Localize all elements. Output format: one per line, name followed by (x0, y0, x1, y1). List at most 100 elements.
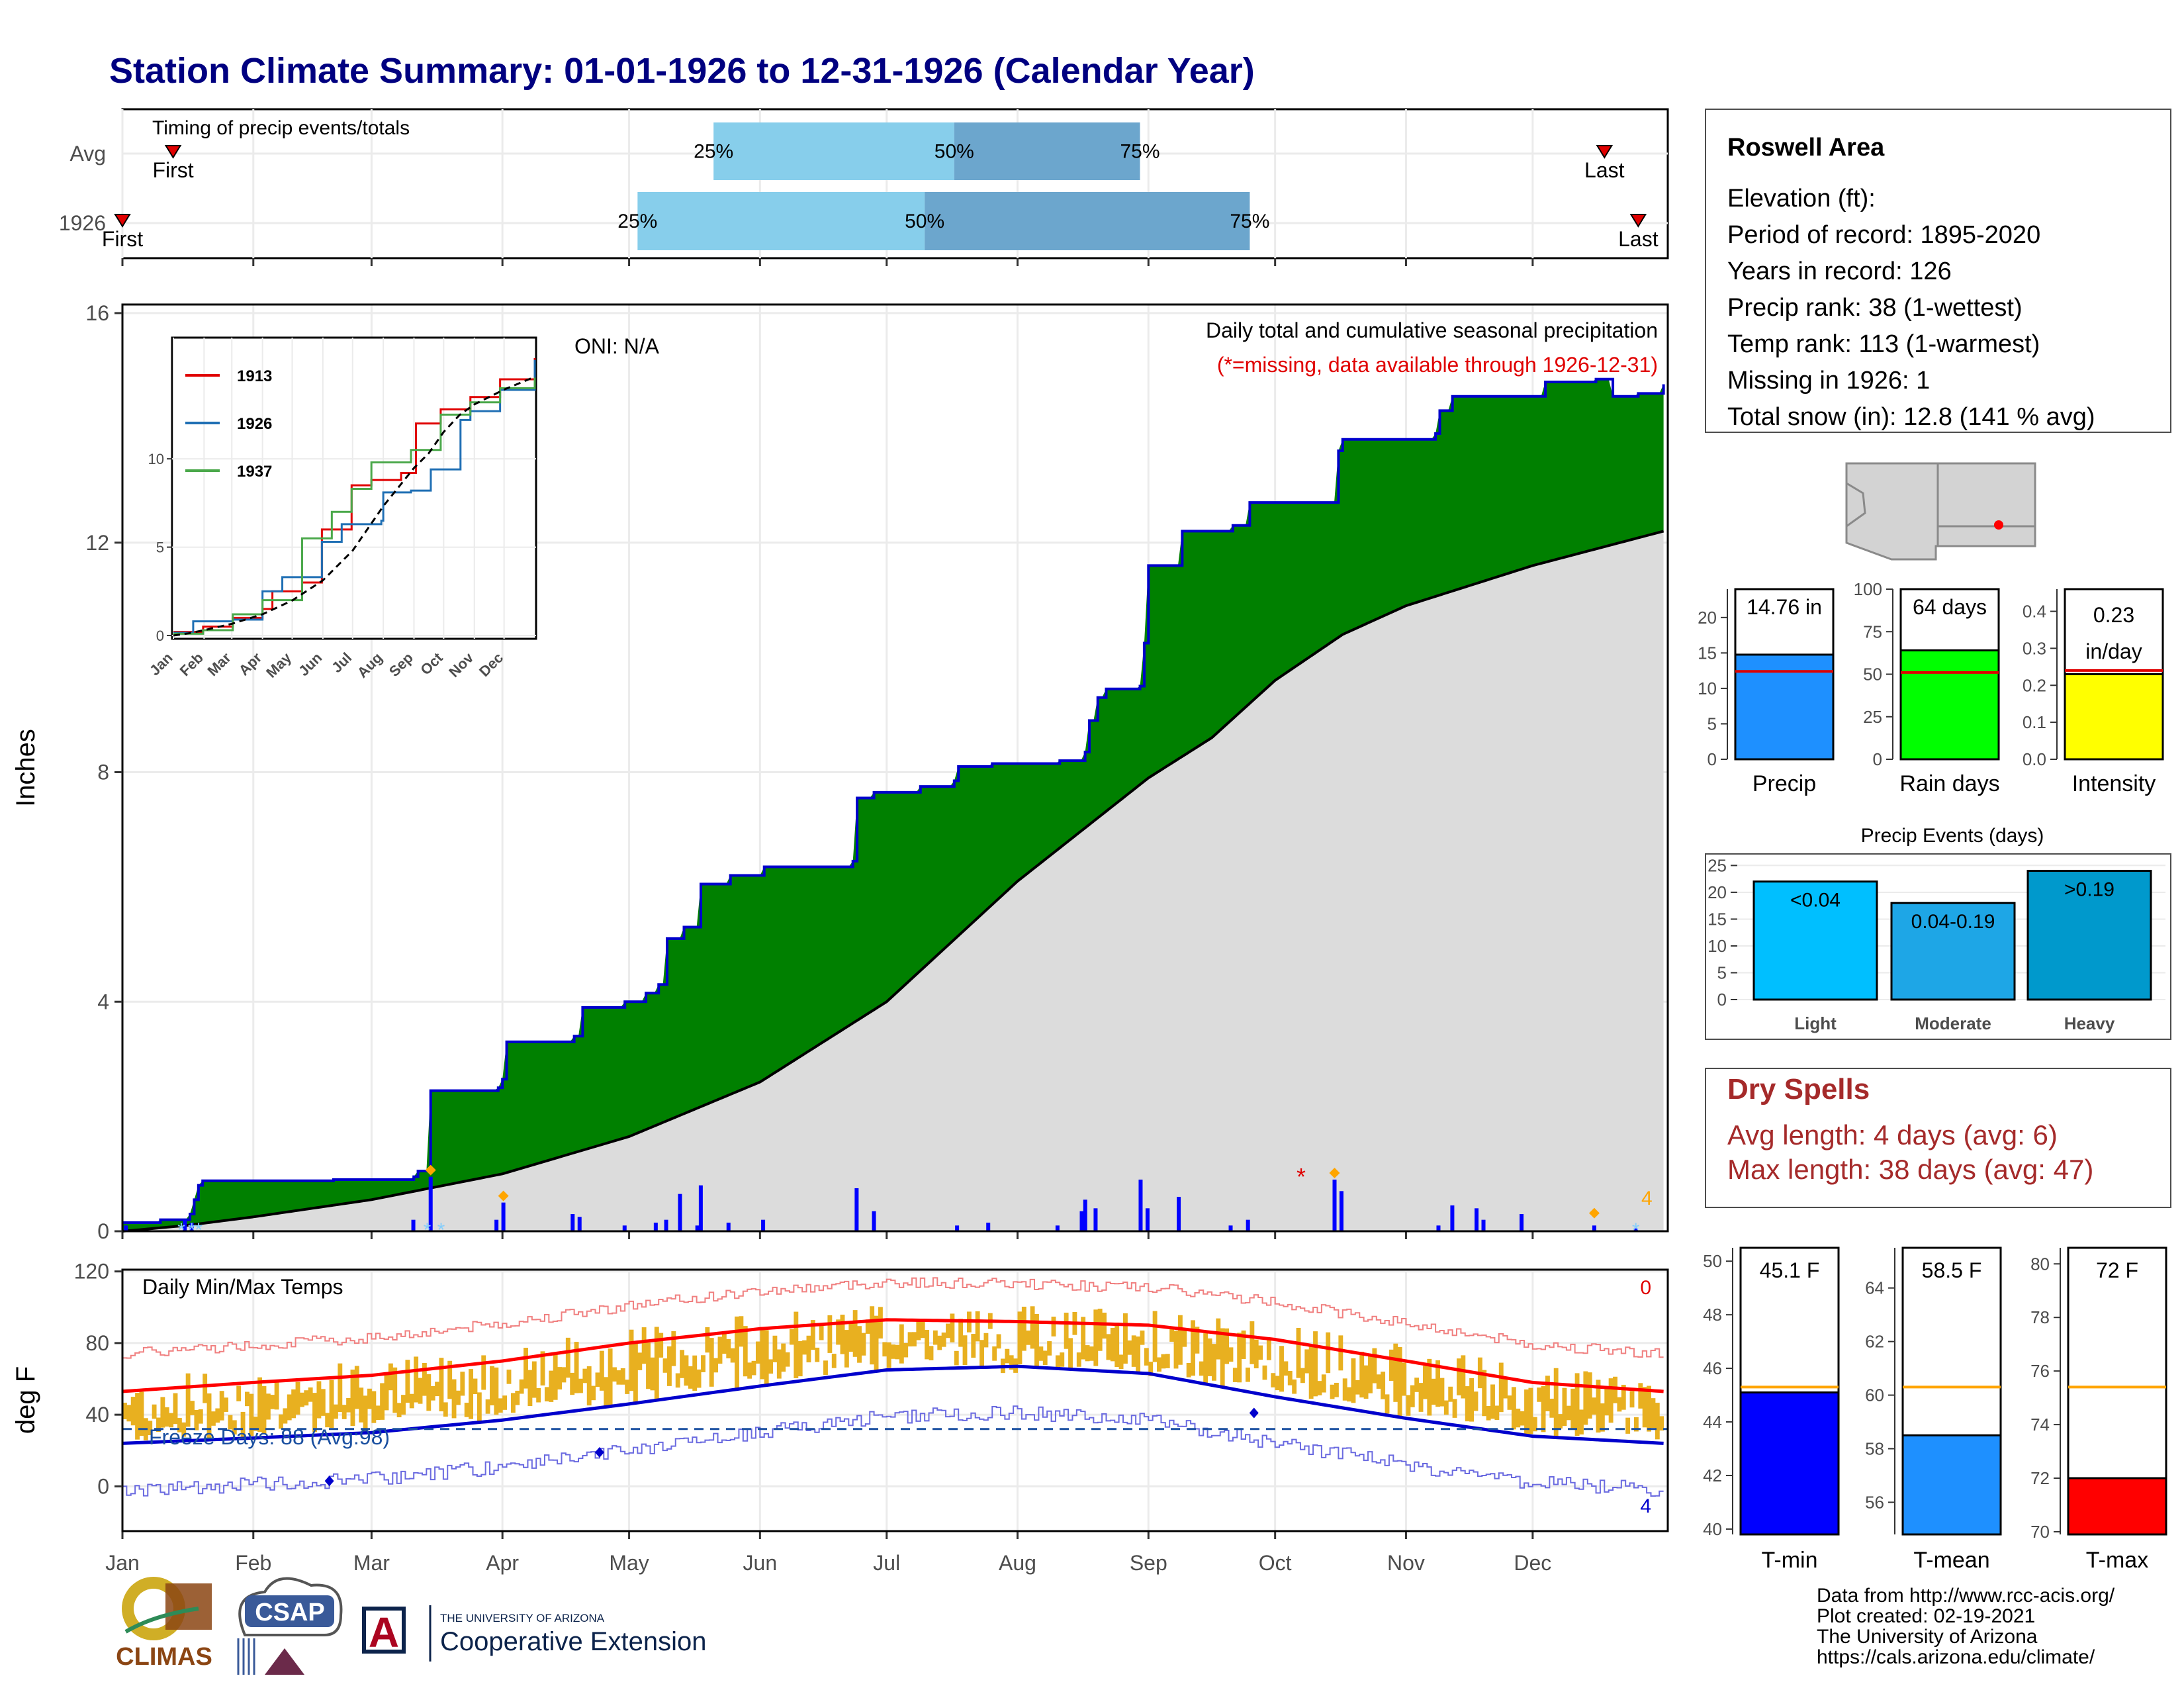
timing-row-avg-label: Avg (69, 142, 106, 165)
daily-temp-bar (1473, 1391, 1479, 1411)
daily-temp-bar (1144, 1348, 1149, 1366)
daily-temp-bar (122, 1402, 127, 1420)
daily-temp-bar (1064, 1312, 1069, 1349)
daily-temp-bar (1250, 1321, 1255, 1364)
daily-temp-bar (1115, 1322, 1120, 1368)
daily-temp-bar (1592, 1397, 1597, 1415)
daily-temp-bar (688, 1366, 693, 1389)
summary-bar-label: Precip (1752, 771, 1816, 796)
daily-temp-bar (925, 1330, 930, 1360)
ua-big-text: Cooperative Extension (440, 1627, 706, 1656)
daily-temp-bar (304, 1390, 309, 1406)
daily-temp-bar (401, 1395, 406, 1415)
daily-temp-bar (1131, 1335, 1136, 1367)
daily-temp-bar (308, 1387, 313, 1402)
climas-logo-text: CLIMAS (116, 1643, 212, 1671)
daily-temp-bar (776, 1349, 782, 1379)
summary-ytick-label: 0.0 (2023, 749, 2046, 769)
record-max-line (122, 1277, 1664, 1359)
ua-logo-letter: A (369, 1609, 399, 1656)
temp-summary-ytick-label: 64 (1865, 1278, 1884, 1298)
daily-temp-bar (1388, 1349, 1394, 1381)
daily-temp-bar (169, 1413, 174, 1428)
daily-temp-bar (210, 1411, 216, 1426)
daily-temp-bar (865, 1319, 870, 1334)
daily-temp-bar (1655, 1403, 1660, 1440)
events-bar-moderate (1890, 902, 2016, 1001)
temp-ylabel: deg F (11, 1366, 40, 1434)
daily-precip-bar (955, 1225, 960, 1231)
daily-temp-bar (190, 1401, 195, 1415)
daily-temp-bar (1199, 1361, 1204, 1376)
temp-summary-ytick-label: 56 (1865, 1492, 1884, 1512)
daily-temp-bar (937, 1335, 942, 1350)
summary-ytick-label: 5 (1707, 714, 1717, 733)
summary-bar-unit: in/day (2085, 639, 2142, 663)
daily-temp-bar (1368, 1354, 1373, 1393)
month-label: Jul (873, 1551, 900, 1575)
daily-temp-bar (933, 1330, 938, 1345)
daily-temp-bar (477, 1392, 482, 1423)
daily-temp-bar (354, 1366, 359, 1409)
daily-temp-bar (447, 1360, 453, 1399)
temp-ytick-label: 80 (85, 1331, 109, 1355)
daily-temp-bar (439, 1358, 444, 1412)
daily-temp-bar (1381, 1372, 1386, 1399)
daily-temp-bar (916, 1319, 921, 1340)
summary-ytick-label: 0.3 (2023, 638, 2046, 658)
daily-temp-bar (363, 1395, 368, 1432)
daily-temp-bar (802, 1340, 807, 1355)
daily-temp-bar (574, 1342, 579, 1393)
daily-temp-bar (338, 1363, 343, 1413)
daily-temp-bar (1511, 1387, 1516, 1430)
daily-temp-bar (1038, 1346, 1044, 1361)
daily-temp-bar (659, 1333, 664, 1358)
daily-temp-bar (1443, 1400, 1449, 1415)
daily-temp-bar (751, 1360, 756, 1376)
daily-temp-bar (312, 1393, 317, 1432)
daily-temp-bar (498, 1398, 503, 1413)
daily-temp-bar (1600, 1403, 1605, 1432)
daily-temp-bar (1321, 1374, 1326, 1393)
summary-ytick-label: 0 (1707, 749, 1717, 769)
dry-spells-max: Max length: 38 days (avg: 47) (1727, 1154, 2093, 1185)
daily-temp-bar (1165, 1354, 1170, 1368)
daily-temp-bar (844, 1330, 849, 1368)
daily-temp-bar (684, 1355, 689, 1386)
daily-temp-bar (236, 1385, 242, 1401)
daily-precip-bar (1228, 1225, 1233, 1231)
timing-label-75: 75% (1120, 141, 1160, 163)
daily-temp-bar (160, 1397, 165, 1428)
events-category-label: Heavy (2064, 1013, 2115, 1033)
daily-temp-bar (388, 1363, 393, 1391)
daily-temp-bar (185, 1373, 191, 1427)
daily-temp-bar (1136, 1336, 1141, 1373)
daily-temp-bar (1203, 1333, 1208, 1383)
daily-temp-bar (1097, 1308, 1103, 1351)
events-bar-heavy (2026, 870, 2152, 1001)
timing-bar-25-50 (637, 192, 925, 250)
daily-temp-bar (794, 1311, 799, 1378)
daily-temp-bar (1034, 1314, 1039, 1366)
temp-panel-title: Daily Min/Max Temps (142, 1275, 343, 1299)
daily-temp-bar (502, 1395, 508, 1410)
daily-precip-bar (501, 1202, 506, 1231)
temp-summary-ytick-label: 44 (1703, 1412, 1722, 1432)
daily-temp-bar (261, 1385, 267, 1434)
daily-temp-bar (1224, 1328, 1230, 1364)
inset-legend-label: 1913 (237, 367, 272, 385)
csap-logo-text: CSAP (255, 1599, 325, 1626)
month-label: Aug (999, 1551, 1036, 1575)
footer-line: The University of Arizona (1817, 1626, 2038, 1648)
daily-temp-bar (1638, 1383, 1643, 1409)
daily-temp-bar (329, 1380, 334, 1429)
daily-temp-bar (1583, 1371, 1588, 1425)
daily-temp-bar (654, 1327, 659, 1401)
temp-summary-bar-t-max (2067, 1477, 2167, 1536)
daily-temp-bar (1338, 1335, 1343, 1371)
timing-label-75: 75% (1230, 211, 1269, 232)
daily-precip-bar (664, 1219, 668, 1231)
daily-temp-bar (1279, 1346, 1284, 1392)
station-info-line: Precip rank: 38 (1-wettest) (1727, 294, 2023, 322)
